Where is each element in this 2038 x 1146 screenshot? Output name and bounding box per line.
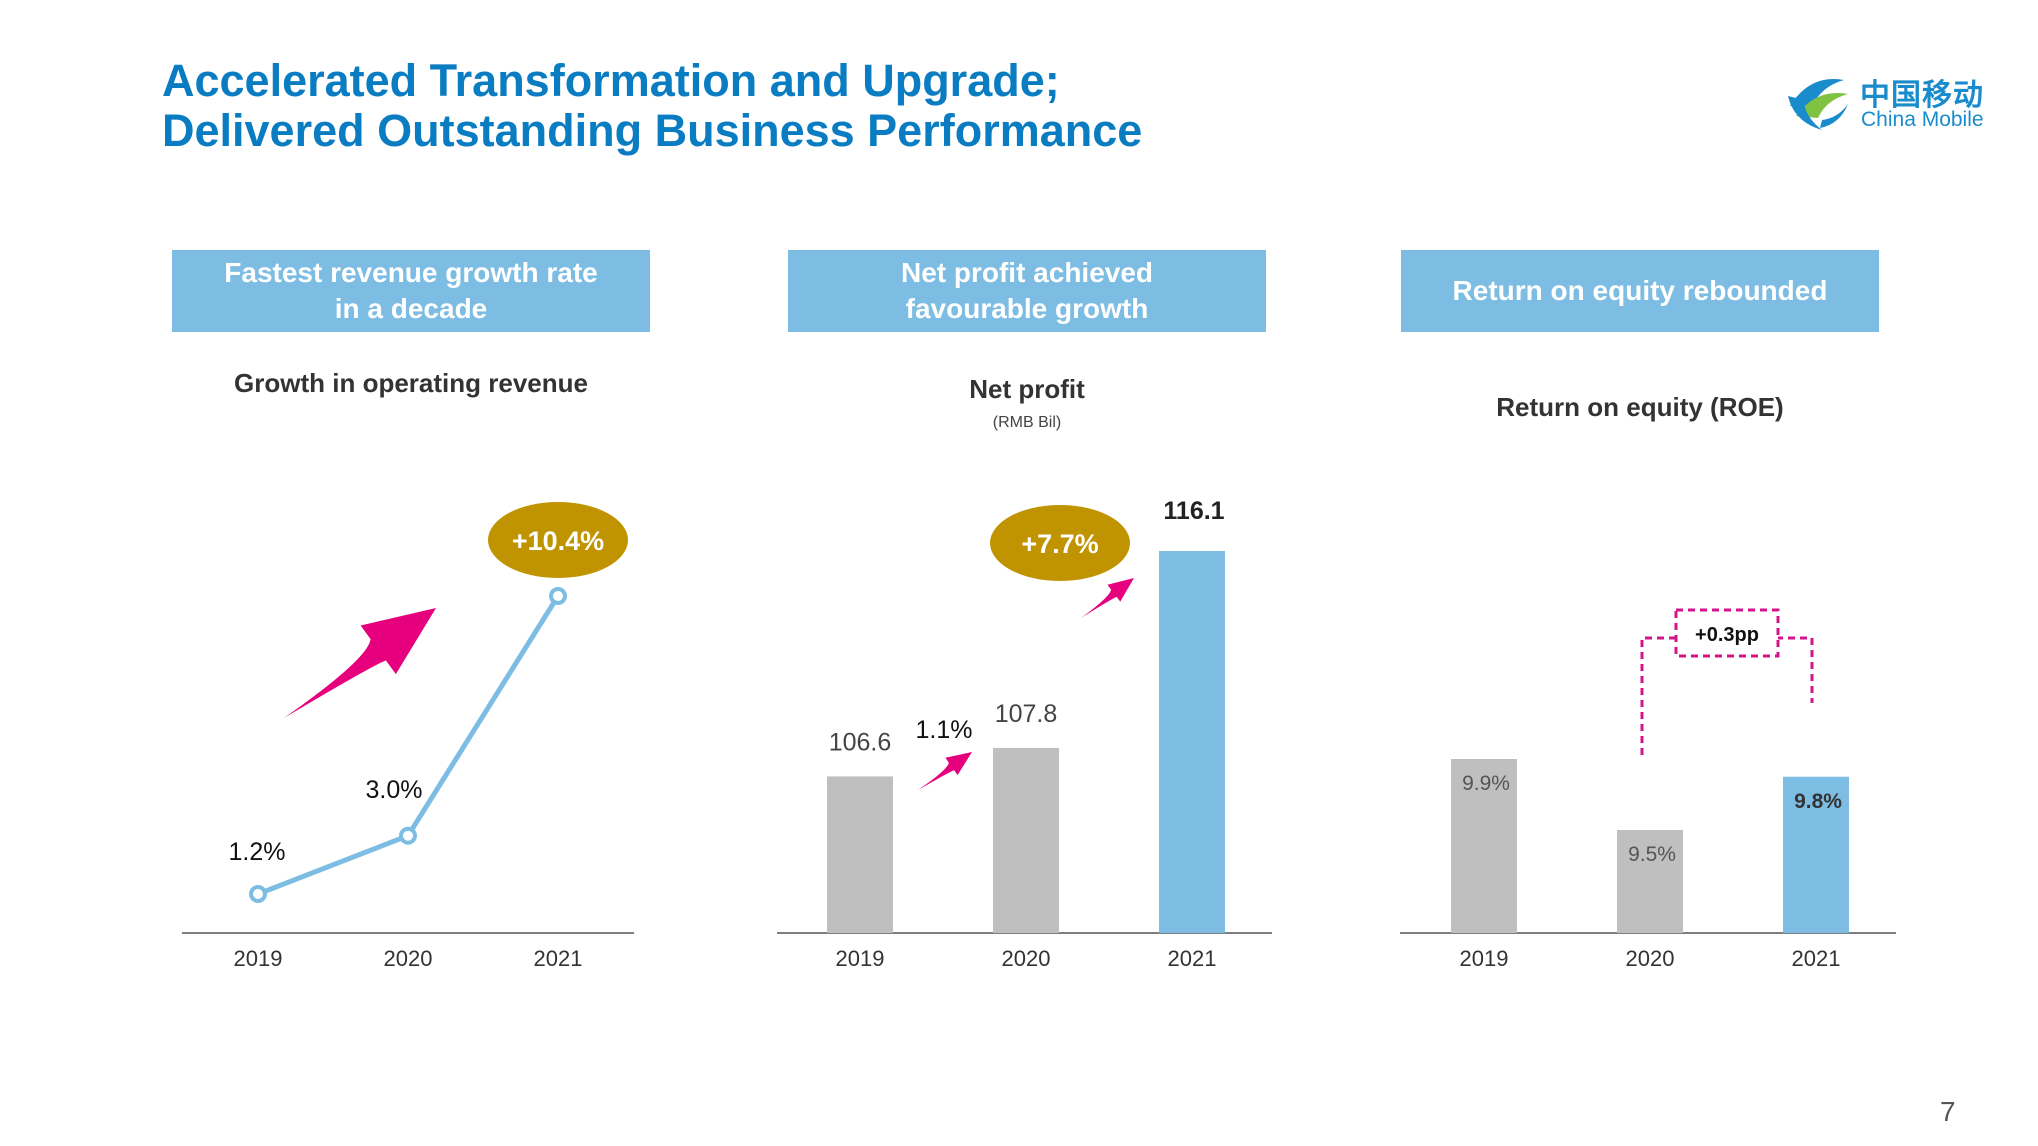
panel-2-header: Net profit achieved favourable growth bbox=[788, 250, 1266, 332]
chart-1-data-point bbox=[549, 587, 567, 605]
panel-1-subtitle: Growth in operating revenue bbox=[234, 368, 588, 398]
chart-1-data-point bbox=[399, 826, 417, 845]
slide-title-line-1: Accelerated Transformation and Upgrade; bbox=[162, 55, 1060, 106]
china-mobile-logo: 中国移动 China Mobile bbox=[1782, 66, 1984, 146]
chart-2-data-label: 116.1 bbox=[1163, 497, 1224, 525]
chart-2-x-tick-label: 2020 bbox=[1002, 946, 1051, 971]
chart-3-data-label: 9.9% bbox=[1462, 772, 1510, 795]
chart-1-x-tick-label: 2021 bbox=[534, 946, 583, 971]
panel-3-subtitle: Return on equity (ROE) bbox=[1496, 392, 1784, 422]
chart-1-data-label: 1.2% bbox=[229, 838, 286, 866]
chart-1-data-point bbox=[249, 885, 267, 903]
chart-3-x-tick-label: 2021 bbox=[1792, 946, 1841, 971]
chart-2-bar bbox=[827, 776, 893, 933]
panel-3-header: Return on equity rebounded bbox=[1401, 250, 1879, 332]
panel-2-unit: (RMB Bil) bbox=[992, 414, 1062, 431]
panel-1-header: Fastest revenue growth rate in a decade bbox=[172, 250, 650, 332]
chart-2-growth-arrow-small bbox=[918, 752, 972, 790]
panel-2-subtitle: Net profit bbox=[969, 374, 1085, 404]
logo-name-en: China Mobile bbox=[1861, 108, 1984, 131]
chart-2-bar bbox=[993, 747, 1059, 933]
chart-3-data-label: 9.8% bbox=[1794, 790, 1842, 813]
chart-2-x-tick-label: 2021 bbox=[1168, 946, 1217, 971]
chart-2-bar bbox=[1159, 551, 1225, 933]
chart-1-x-tick-label: 2019 bbox=[234, 946, 283, 971]
slide-title: Accelerated Transformation and Upgrade; … bbox=[162, 56, 1142, 156]
chart-3-change-bracket-right bbox=[1776, 636, 1814, 703]
chart-2-growth-badge-label: +7.7% bbox=[1021, 529, 1098, 559]
chart-2-x-tick-label: 2019 bbox=[836, 946, 885, 971]
chart-1-growth-badge-label: +10.4% bbox=[512, 526, 604, 556]
chart-2-data-label: 106.6 bbox=[829, 728, 892, 756]
chart-3-change-label: +0.3pp bbox=[1695, 624, 1759, 646]
chart-3-bar bbox=[1617, 830, 1683, 933]
chart-3-change-bracket-left bbox=[1640, 636, 1676, 755]
chart-3-data-label: 9.5% bbox=[1628, 843, 1676, 866]
chart-2-growth-arrow bbox=[1081, 578, 1134, 618]
china-mobile-logo-icon bbox=[1788, 79, 1848, 130]
chart-2-growth-badge bbox=[990, 505, 1130, 581]
chart-2-growth-label: 1.1% bbox=[916, 716, 973, 744]
chart-3-bar bbox=[1451, 759, 1517, 933]
chart-3-change-box bbox=[1674, 608, 1780, 658]
chart-2-data-label: 107.8 bbox=[995, 700, 1058, 728]
page-number: 7 bbox=[1940, 1096, 1956, 1127]
logo-name-cn: 中国移动 bbox=[1860, 78, 1984, 113]
chart-1-data-label: 3.0% bbox=[366, 776, 423, 804]
slide-title-line-2: Delivered Outstanding Business Performan… bbox=[162, 105, 1143, 156]
chart-1-growth-badge bbox=[488, 502, 628, 578]
chart-3-x-tick-label: 2020 bbox=[1626, 946, 1675, 971]
chart-3-x-tick-label: 2019 bbox=[1460, 946, 1509, 971]
chart-3-bar bbox=[1783, 776, 1849, 933]
chart-1-growth-arrow bbox=[284, 608, 436, 718]
chart-1-x-tick-label: 2020 bbox=[384, 946, 433, 971]
